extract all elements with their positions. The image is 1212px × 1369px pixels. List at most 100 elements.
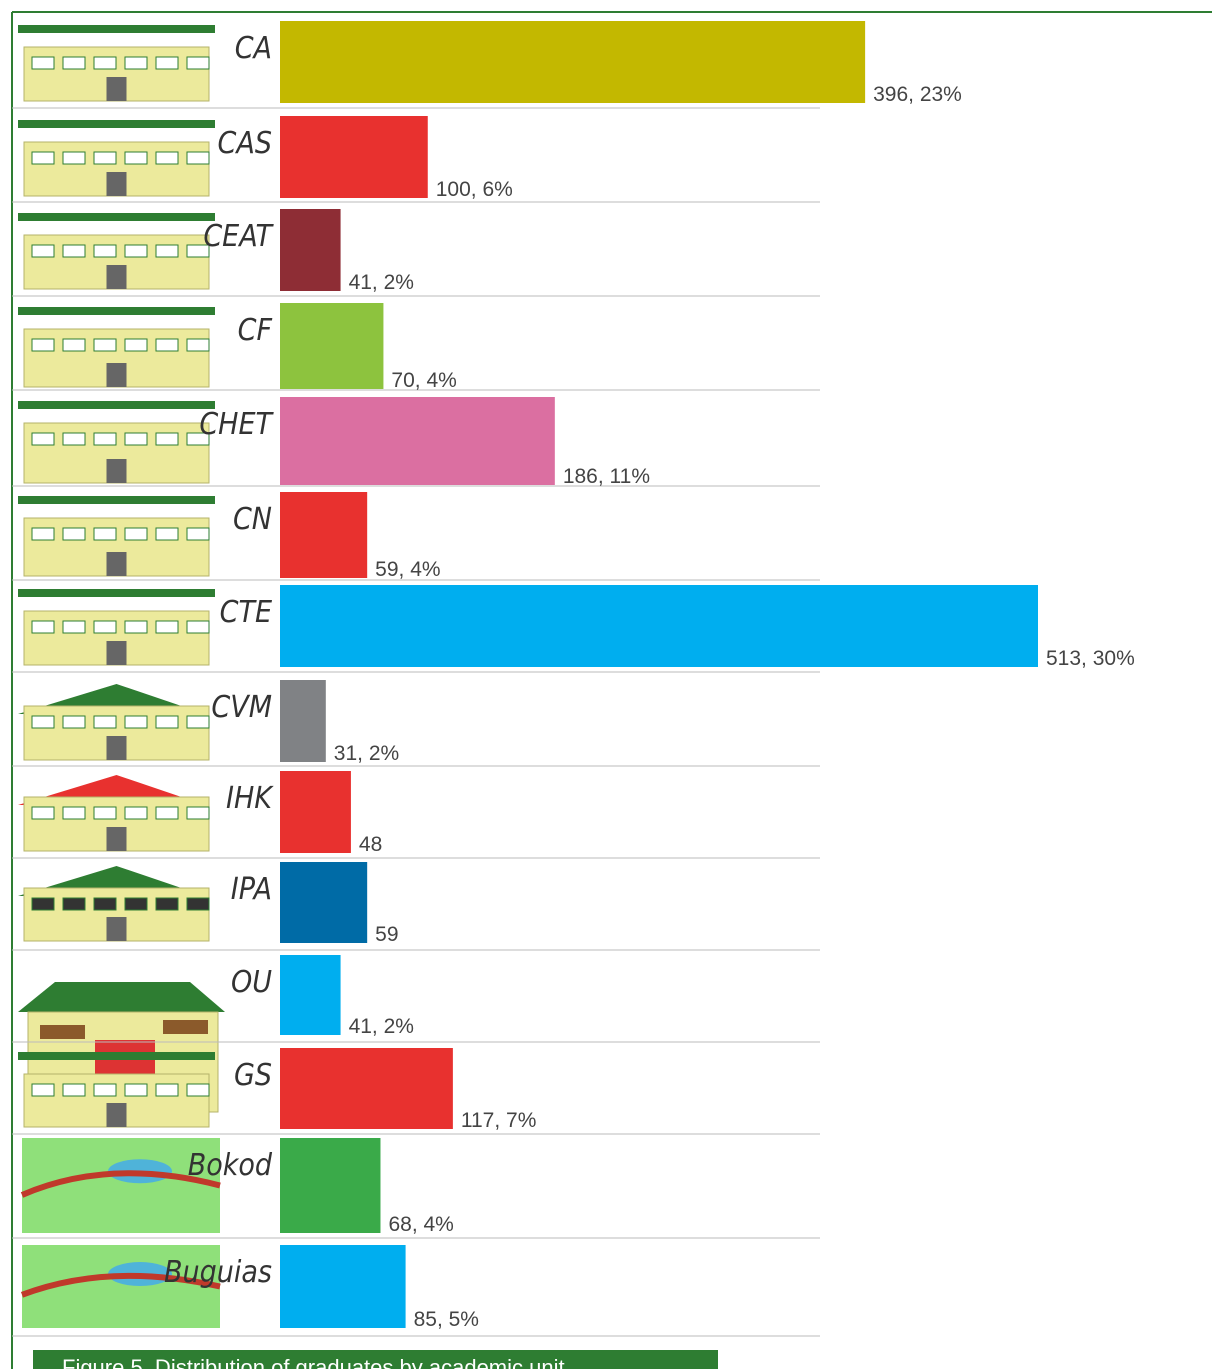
- window: [124, 244, 148, 258]
- value-label: 396, 23%: [873, 83, 962, 106]
- window: [186, 1083, 210, 1097]
- window: [124, 897, 148, 911]
- window: [62, 527, 86, 541]
- window: [186, 715, 210, 729]
- door: [106, 552, 127, 576]
- window: [186, 897, 210, 911]
- window: [31, 432, 55, 446]
- window: [31, 620, 55, 634]
- category-label: IPA: [231, 872, 272, 907]
- window: [62, 806, 86, 820]
- value-label: 59: [375, 923, 398, 946]
- value-label: 513, 30%: [1046, 647, 1135, 670]
- category-label: GS: [234, 1058, 272, 1093]
- window: [62, 338, 86, 352]
- window: [62, 897, 86, 911]
- bar: [280, 116, 428, 198]
- door: [106, 77, 127, 101]
- window: [93, 715, 117, 729]
- window: [124, 432, 148, 446]
- bar: [280, 209, 341, 291]
- window: [31, 1083, 55, 1097]
- caption-box: [33, 1350, 718, 1369]
- value-label: 41, 2%: [349, 1015, 414, 1038]
- value-label: 68, 4%: [388, 1213, 453, 1236]
- building-icon: [18, 307, 215, 388]
- category-label: IHK: [226, 781, 274, 816]
- window: [31, 151, 55, 165]
- window: [186, 338, 210, 352]
- value-label: 117, 7%: [461, 1109, 537, 1132]
- door: [106, 265, 127, 289]
- building-icon: [20, 1245, 221, 1328]
- bar: [280, 862, 368, 943]
- value-label: 59, 4%: [375, 558, 440, 581]
- category-label: CHET: [199, 407, 274, 442]
- category-label: Bokod: [188, 1148, 273, 1183]
- value-label: 31, 2%: [334, 742, 399, 765]
- building-icon: [18, 120, 215, 197]
- bar: [280, 397, 555, 485]
- building-icon: [18, 775, 210, 852]
- window: [93, 151, 117, 165]
- window: [124, 1083, 148, 1097]
- category-label: CEAT: [203, 219, 274, 254]
- window: [93, 527, 117, 541]
- map-road: [20, 1170, 221, 1198]
- roof: [18, 496, 215, 504]
- window: [93, 620, 117, 634]
- building-icon: [18, 496, 215, 577]
- window: [93, 432, 117, 446]
- window: [31, 806, 55, 820]
- door: [106, 917, 127, 941]
- window: [155, 527, 179, 541]
- building-icon: [18, 684, 210, 761]
- door: [106, 736, 127, 760]
- window: [124, 806, 148, 820]
- value-label: 48: [359, 833, 382, 856]
- roof: [18, 213, 215, 221]
- window: [93, 338, 117, 352]
- roof: [18, 401, 215, 409]
- door: [106, 172, 127, 196]
- roof: [18, 1052, 215, 1060]
- window: [155, 715, 179, 729]
- bar: [280, 21, 866, 103]
- window: [186, 432, 210, 446]
- bar: [280, 492, 368, 578]
- building-icon: [18, 25, 215, 102]
- window: [186, 244, 210, 258]
- window: [93, 244, 117, 258]
- window: [155, 1083, 179, 1097]
- window: [93, 1083, 117, 1097]
- window: [31, 338, 55, 352]
- window: [124, 151, 148, 165]
- value-label: 100, 6%: [436, 178, 513, 201]
- bar: [280, 1138, 381, 1233]
- window: [62, 620, 86, 634]
- window: [124, 527, 148, 541]
- bar: [280, 680, 326, 762]
- window: [124, 338, 148, 352]
- value-label: 41, 2%: [349, 271, 414, 294]
- door: [106, 827, 127, 851]
- window: [155, 806, 179, 820]
- bar: [280, 955, 341, 1035]
- map-road: [20, 1272, 221, 1298]
- category-label: CAS: [218, 126, 272, 161]
- window: [155, 432, 179, 446]
- rows: CA 396, 23% CAS 100, 6% CEAT 41, 2% CF 70, 4% CH…: [12, 21, 1135, 1337]
- value-label: 85, 5%: [414, 1308, 479, 1331]
- roof: [18, 307, 215, 315]
- window: [155, 151, 179, 165]
- caption: Figure 5. Distribution of graduates by a…: [62, 1355, 565, 1369]
- window: [31, 244, 55, 258]
- window: [31, 715, 55, 729]
- window: [62, 151, 86, 165]
- building-icon: [18, 1052, 215, 1128]
- bar: [280, 303, 384, 389]
- building-icon: [18, 866, 210, 942]
- window: [124, 715, 148, 729]
- window: [62, 244, 86, 258]
